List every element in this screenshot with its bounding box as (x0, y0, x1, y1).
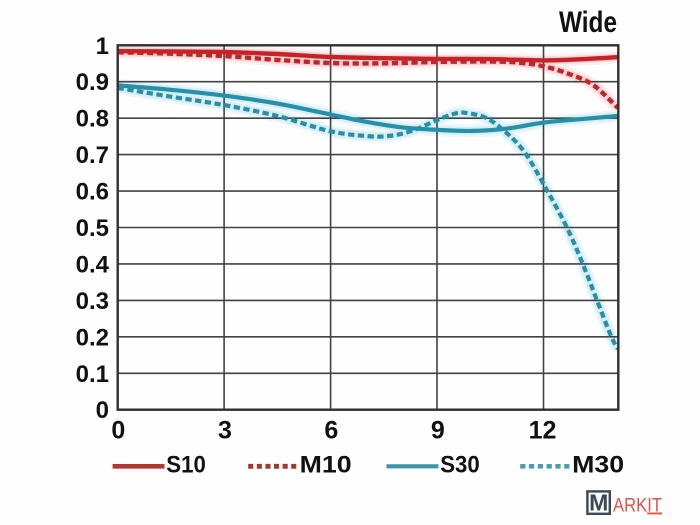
svg-text:M30: M30 (572, 452, 624, 479)
svg-text:0: 0 (96, 397, 109, 424)
svg-text:M10: M10 (300, 452, 352, 479)
svg-text:0.7: 0.7 (76, 142, 109, 169)
svg-text:0.6: 0.6 (76, 179, 109, 206)
svg-text:ARKIT: ARKIT (613, 496, 662, 517)
svg-text:0: 0 (111, 417, 125, 445)
svg-text:12: 12 (529, 417, 557, 445)
svg-text:0.3: 0.3 (76, 288, 109, 315)
svg-text:M: M (589, 490, 608, 516)
svg-text:9: 9 (431, 417, 445, 445)
svg-text:0.5: 0.5 (76, 215, 109, 242)
svg-text:0.2: 0.2 (76, 324, 109, 351)
svg-text:1: 1 (96, 33, 109, 60)
svg-text:S10: S10 (166, 452, 206, 479)
svg-text:6: 6 (324, 417, 338, 445)
svg-text:3: 3 (218, 417, 232, 445)
svg-text:Wide: Wide (559, 6, 617, 39)
svg-text:0.8: 0.8 (76, 106, 109, 133)
svg-text:0.4: 0.4 (76, 251, 110, 278)
svg-text:0.9: 0.9 (76, 69, 109, 96)
svg-text:0.1: 0.1 (76, 361, 109, 388)
svg-text:S30: S30 (440, 452, 480, 479)
